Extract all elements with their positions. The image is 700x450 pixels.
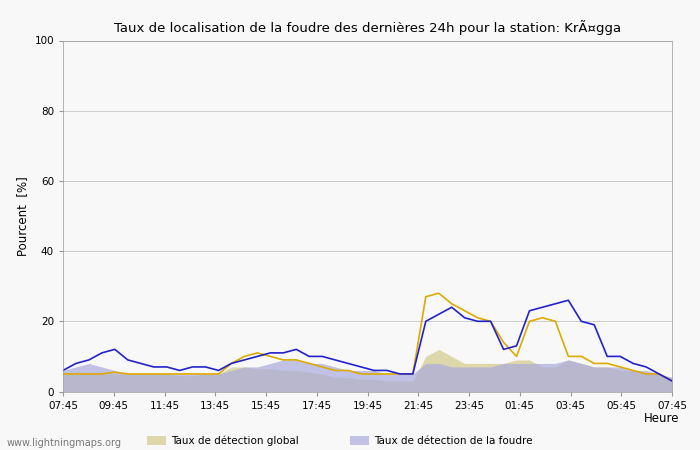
Text: www.lightningmaps.org: www.lightningmaps.org (7, 438, 122, 448)
Y-axis label: Pourcent  [%]: Pourcent [%] (16, 176, 29, 256)
Title: Taux de localisation de la foudre des dernières 24h pour la station: KrÃ¤gga: Taux de localisation de la foudre des de… (114, 20, 621, 35)
Legend: Taux de détection global, Taux de localisation de KrÃ¤gga, Taux de détection de : Taux de détection global, Taux de locali… (148, 435, 533, 450)
Text: Heure: Heure (643, 412, 679, 425)
